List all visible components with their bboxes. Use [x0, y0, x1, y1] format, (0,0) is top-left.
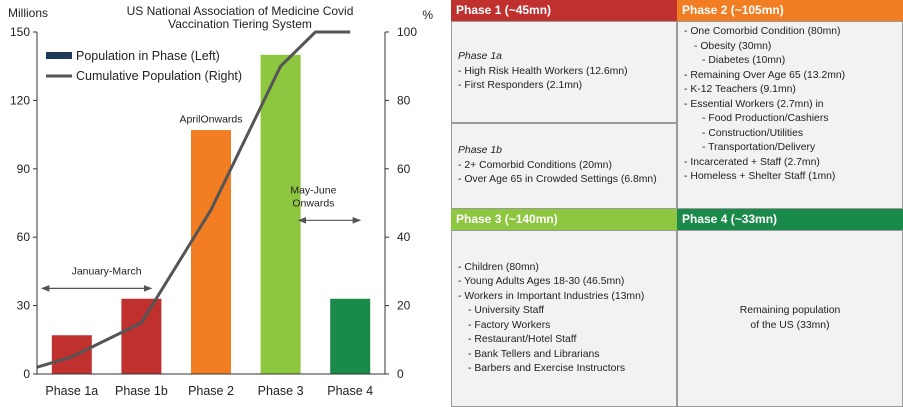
y-tick-label-right: 60 — [397, 162, 411, 176]
bar-4 — [260, 54, 301, 375]
phase-table: Phase 1 (~45mn) Phase 1a - High Risk Hea… — [451, 0, 903, 407]
chart-title-line: US National Association of Medicine Covi… — [127, 4, 354, 18]
list-item: - Over Age 65 in Crowded Settings (6.8mn… — [458, 174, 657, 186]
x-tick-label: Phase 1b — [115, 384, 168, 398]
phase-1-header: Phase 1 (~45mn) — [451, 0, 677, 21]
phase-2-list: - One Comorbid Condition (80mn) - Obesit… — [684, 25, 896, 185]
list-item: - Factory Workers — [468, 319, 551, 331]
legend-label-bars: Population in Phase (Left) — [76, 49, 220, 63]
phase-4-header: Phase 4 (~33mn) — [677, 209, 903, 230]
y-tick-label-right: 80 — [397, 93, 411, 107]
bars-layer — [51, 54, 371, 375]
chart-title-line: Vaccination Tiering System — [168, 17, 312, 31]
x-tick-label: Phase 1a — [45, 384, 98, 398]
phase-4-text: Remaining population of the US (33mn) — [740, 304, 841, 333]
phase-4-line: Remaining population — [739, 305, 841, 316]
list-item: - Transportation/Delivery — [702, 142, 816, 153]
list-item: - First Responders (2.1mn) — [458, 80, 583, 92]
phase-3-list: - Children (80mn) - Young Adults Ages 18… — [458, 261, 670, 377]
list-item: - Restaurant/Hotel Staff — [468, 334, 577, 345]
list-item: - One Comorbid Condition (80mn) — [684, 26, 841, 37]
list-item: - Workers in Important Industries (13mn) — [458, 290, 645, 302]
list-item: - University Staff — [468, 305, 545, 316]
list-item: - 2+ Comorbid Conditions (20mn) — [458, 159, 612, 171]
y-tick-label-left: 60 — [17, 230, 31, 244]
phase-3-header: Phase 3 (~140mn) — [451, 209, 677, 230]
list-item: - Children (80mn) — [458, 261, 539, 273]
legend-swatch-bars — [46, 52, 72, 59]
chart-title: US National Association of Medicine Covi… — [127, 4, 354, 31]
phase-1a-list: - High Risk Health Workers (12.6mn) - Fi… — [458, 65, 670, 94]
list-item: - Bank Tellers and Librarians — [468, 348, 600, 360]
y-axis-label-left: Millions — [8, 6, 48, 20]
y-tick-label-left: 150 — [10, 25, 30, 39]
y-tick-label-right: 40 — [397, 230, 411, 244]
y-tick-label-right: 0 — [397, 367, 404, 381]
phase-2-header: Phase 2 (~105mn) — [677, 0, 903, 21]
annotation-january-march: January-March — [72, 265, 142, 277]
phase-1b-cell: Phase 1b - 2+ Comorbid Conditions (20mn)… — [451, 123, 677, 209]
phase-3-cell: - Children (80mn) - Young Adults Ages 18… — [451, 230, 677, 407]
phase-2-cell: - One Comorbid Condition (80mn) - Obesit… — [677, 21, 903, 209]
bar-3 — [191, 130, 231, 374]
annotation-april-onwards: AprilOnwards — [179, 114, 242, 126]
list-item: - Construction/Utilities — [702, 127, 804, 139]
x-tick-label: Phase 4 — [327, 384, 373, 398]
list-item: - Remaining Over Age 65 (13.2mn) — [684, 69, 846, 81]
y-tick-label-right: 20 — [397, 299, 411, 313]
phase-1a-cell: Phase 1a - High Risk Health Workers (12.… — [451, 21, 677, 123]
axes-layer: 0 30 60 90 120 150 0 20 40 60 80 100 Phase 1a Phase 1… — [8, 6, 433, 398]
bar-1 — [51, 335, 92, 374]
phase-4-line: of the US (33mn) — [750, 319, 830, 331]
annotation-may-june-line: May-June — [290, 184, 336, 196]
bar-2 — [121, 298, 162, 374]
y-tick-label-left: 120 — [10, 93, 30, 107]
list-item: - Incarcerated + Staff (2.7mn) — [684, 156, 820, 168]
list-item: - High Risk Health Workers (12.6mn) — [458, 65, 628, 77]
list-item: - Young Adults Ages 18-30 (46.5mn) — [458, 276, 625, 287]
phase-1b-list: - 2+ Comorbid Conditions (20mn) - Over A… — [458, 159, 670, 188]
phase-1a-title: Phase 1a — [458, 51, 502, 63]
y-tick-label-left: 30 — [17, 299, 31, 313]
list-item: - Homeless + Shelter Staff (1mn) — [684, 171, 836, 182]
x-tick-label: Phase 3 — [258, 384, 304, 398]
legend-label-line: Cumulative Population (Right) — [76, 69, 242, 83]
line-layer — [36, 30, 351, 369]
phase-1b-title: Phase 1b — [458, 145, 502, 157]
y-tick-label-right: 100 — [397, 25, 417, 39]
bar-5 — [330, 298, 371, 374]
list-item: - Food Production/Cashiers — [702, 113, 829, 124]
list-item: - Diabetes (10mn) — [702, 55, 786, 66]
phase-4-cell: Remaining population of the US (33mn) — [677, 230, 903, 407]
list-item: - Obesity (30mn) — [694, 40, 772, 52]
legend: Population in Phase (Left) Cumulative Pop… — [46, 49, 242, 83]
y-tick-label-left: 0 — [23, 367, 30, 381]
y-axis-label-right: % — [422, 8, 433, 22]
list-item: - Essential Workers (2.7mn) in — [684, 98, 824, 110]
list-item: - Barbers and Exercise Instructors — [468, 363, 626, 374]
annotation-may-june-line: Onwards — [292, 197, 334, 209]
y-tick-label-left: 90 — [17, 162, 31, 176]
x-tick-label: Phase 2 — [188, 384, 234, 398]
cumulative-line — [36, 30, 351, 369]
list-item: - K-12 Teachers (9.1mn) — [684, 84, 796, 95]
vaccination-tier-chart: 0 30 60 90 120 150 0 20 40 60 80 100 Phase 1a Phase 1… — [8, 4, 433, 398]
